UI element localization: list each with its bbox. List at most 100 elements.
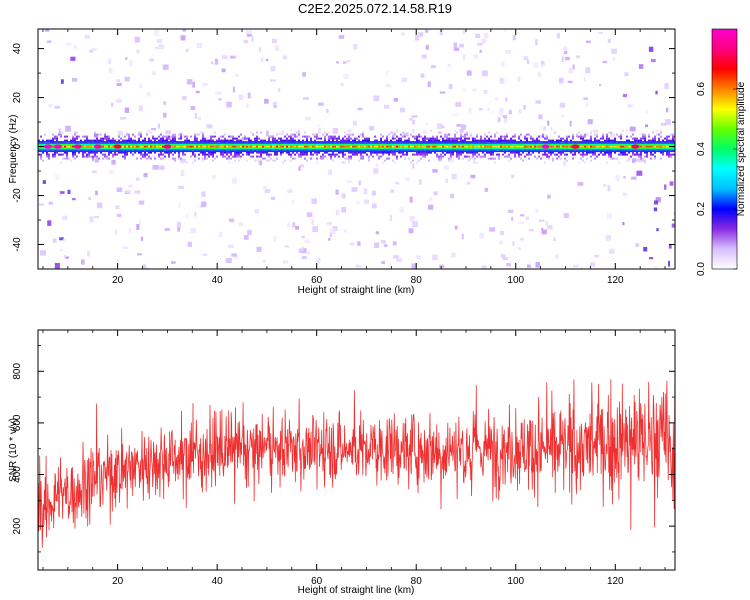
spectrogram-halo-cell bbox=[640, 155, 642, 158]
spectrogram-halo-cell bbox=[332, 151, 334, 154]
spectrogram-noise-cell bbox=[386, 70, 389, 76]
spectrogram-halo-cell bbox=[594, 139, 596, 142]
spectrogram-noise-cell bbox=[495, 98, 498, 101]
spectrogram-noise-cell bbox=[287, 189, 293, 194]
spectrogram-band-cell bbox=[174, 150, 176, 153]
spectrogram-band-cell bbox=[174, 149, 176, 151]
spectrogram-band-cell bbox=[250, 142, 252, 145]
spectrogram-halo-cell bbox=[92, 151, 94, 154]
spectrogram-halo-cell bbox=[662, 139, 664, 142]
spectrogram-band-cell bbox=[636, 141, 638, 143]
spectrogram-halo-cell bbox=[576, 133, 578, 136]
spectrogram-band-cell bbox=[190, 149, 192, 151]
spectrogram-band-cell bbox=[344, 150, 346, 153]
spectrogram-band-cell bbox=[500, 142, 502, 145]
spectrogram-band-cell bbox=[580, 149, 582, 151]
spectrogram-band-cell bbox=[56, 149, 58, 151]
spectrogram-band-cell bbox=[598, 141, 600, 143]
spectrogram-halo-cell bbox=[606, 133, 608, 136]
spectrogram-halo-cell bbox=[304, 131, 306, 134]
spectrogram-band-cell bbox=[596, 149, 598, 151]
spectrogram-noise-cell bbox=[264, 98, 269, 104]
spectrogram-halo-cell bbox=[384, 139, 386, 142]
spectrogram-band-cell bbox=[644, 141, 646, 143]
spectrogram-band-cell bbox=[66, 145, 68, 148]
spectrogram-band-cell bbox=[330, 149, 332, 151]
spectrogram-halo-cell bbox=[582, 137, 584, 140]
spectrogram-halo-cell bbox=[100, 151, 102, 154]
spectrogram-halo-cell bbox=[144, 139, 146, 142]
spectrogram-noise-cell bbox=[563, 213, 569, 219]
spectrogram-band-cell bbox=[68, 149, 70, 151]
spectrogram-halo-cell bbox=[200, 151, 202, 154]
spectrogram-band-cell bbox=[608, 142, 610, 145]
spectrogram-band-cell bbox=[358, 150, 360, 153]
spectrogram-band-cell bbox=[632, 142, 634, 145]
spectrogram-band-cell bbox=[632, 150, 634, 153]
spectrogram-band-cell bbox=[456, 142, 458, 145]
spectrogram-band-cell bbox=[596, 141, 598, 143]
spectrogram-noise-cell bbox=[602, 60, 607, 63]
spectrogram-halo-cell bbox=[282, 161, 284, 164]
spectrogram-halo-cell bbox=[140, 133, 142, 136]
spectrogram-halo-cell bbox=[70, 139, 72, 142]
spectrogram-halo-cell bbox=[244, 135, 246, 138]
spectrogram-halo-cell bbox=[576, 135, 578, 138]
spectrogram-band-cell bbox=[162, 142, 164, 145]
spectrogram-band-cell bbox=[166, 150, 168, 153]
spectrogram-band-cell bbox=[314, 142, 316, 145]
spectrogram-noise-cell bbox=[523, 105, 526, 110]
snr-line bbox=[38, 353, 675, 548]
spectrogram-halo-cell bbox=[248, 153, 250, 156]
spectrogram-halo-cell bbox=[294, 153, 296, 156]
spectrogram-halo-cell bbox=[74, 157, 76, 160]
spectrogram-noise-cell bbox=[399, 107, 406, 113]
spectrogram-halo-cell bbox=[672, 133, 674, 136]
spectrogram-halo-cell bbox=[322, 153, 324, 156]
spectrogram-halo-cell bbox=[150, 139, 152, 142]
spectrogram-noise-cell bbox=[124, 107, 130, 113]
spectrogram-halo-cell bbox=[608, 155, 610, 158]
spectrogram-halo-cell bbox=[464, 133, 466, 136]
spectrogram-band-cell bbox=[202, 141, 204, 143]
spectrogram-band-cell bbox=[446, 141, 448, 143]
spectrogram-band-cell bbox=[50, 150, 52, 153]
spectrogram-band-cell bbox=[126, 150, 128, 153]
spectrogram-halo-cell bbox=[94, 153, 96, 156]
spectrogram-band-cell bbox=[62, 145, 64, 148]
spectrogram-noise-cell bbox=[443, 165, 449, 170]
spectrogram-halo-cell bbox=[550, 153, 552, 156]
spectrogram-band-cell bbox=[210, 145, 212, 148]
spectrogram-band-cell bbox=[350, 150, 352, 153]
spectrogram-band-cell bbox=[394, 141, 396, 143]
spectrogram-halo-cell bbox=[546, 155, 548, 158]
spectrogram-noise-cell bbox=[357, 241, 361, 246]
spectrogram-halo-cell bbox=[394, 151, 396, 154]
spectrogram-band-cell bbox=[104, 149, 106, 151]
spectrogram-halo-cell bbox=[88, 153, 90, 156]
spectrogram-halo-cell bbox=[222, 155, 224, 158]
spectrogram-band-cell bbox=[438, 145, 440, 148]
spectrogram-band-cell bbox=[48, 149, 50, 151]
spectrogram-noise-cell bbox=[247, 92, 251, 99]
spectrogram-band-cell bbox=[72, 141, 74, 143]
spectrogram-band-cell bbox=[598, 149, 600, 151]
spectrogram-band-cell bbox=[114, 150, 116, 153]
spectrogram-noise-cell bbox=[455, 102, 462, 107]
spectrogram-band-cell bbox=[530, 142, 532, 145]
spectrogram-band-cell bbox=[536, 149, 538, 151]
spectrogram-band-cell bbox=[408, 142, 410, 145]
spectrogram-halo-cell bbox=[234, 155, 236, 158]
spectrogram-band-cell bbox=[156, 149, 158, 151]
spectrogram-band-cell bbox=[86, 149, 88, 151]
spectrogram-halo-cell bbox=[506, 139, 508, 142]
spectrogram-halo-cell bbox=[374, 139, 376, 142]
spectrogram-halo-cell bbox=[104, 137, 106, 140]
spectrogram-halo-cell bbox=[266, 159, 268, 162]
spectrogram-band-cell bbox=[466, 149, 468, 151]
spectrogram-halo-cell bbox=[284, 159, 286, 162]
spectrogram-band-cell bbox=[346, 141, 348, 143]
spectrogram-halo-cell bbox=[648, 133, 650, 136]
spectrogram-band-cell bbox=[522, 142, 524, 145]
spectrogram-band-cell bbox=[138, 142, 140, 145]
